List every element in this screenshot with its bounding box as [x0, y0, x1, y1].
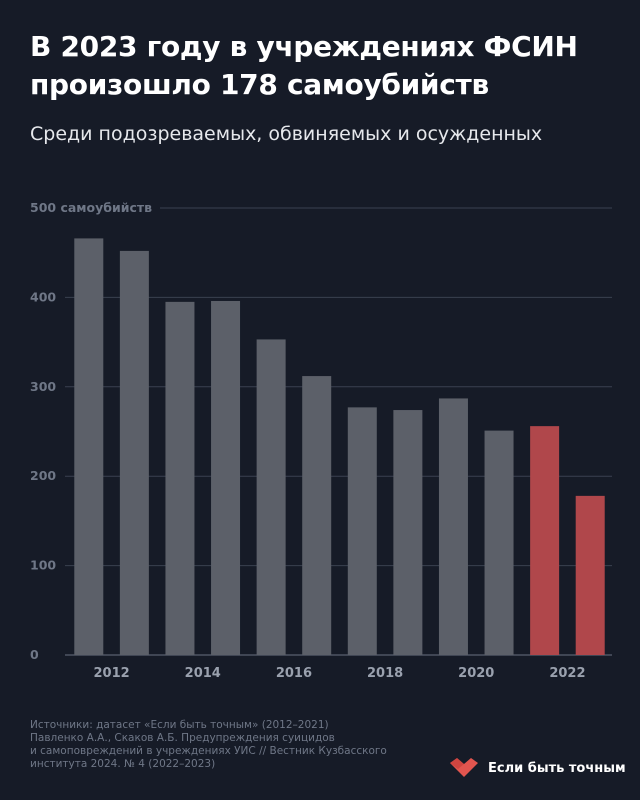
- sources-line-3: и самоповреждений в учреждениях УИС // В…: [30, 745, 387, 757]
- bar-2022: [530, 426, 560, 655]
- y-tick-label: 300: [30, 379, 56, 394]
- sources-note: Источники: датасет «Если быть точным» (2…: [30, 719, 430, 771]
- chart-subtitle: Среди подозреваемых, обвиняемых и осужде…: [30, 123, 543, 145]
- x-tick-label: 2016: [276, 666, 312, 681]
- y-tick-label: 500 самоубийств: [30, 200, 152, 215]
- bar-2021: [484, 430, 514, 655]
- bar-2012: [74, 238, 104, 655]
- bar-2016: [256, 339, 286, 655]
- y-tick-label: 200: [30, 468, 56, 483]
- bar-2013: [119, 250, 149, 656]
- heart-logo-icon: [450, 758, 478, 777]
- bar-2023: [575, 495, 605, 655]
- x-tick-label: 2014: [185, 666, 221, 681]
- bar-2019: [393, 410, 423, 655]
- x-tick-label: 2020: [458, 666, 494, 681]
- x-tick-label: 2012: [93, 666, 129, 681]
- x-tick-label: 2018: [367, 666, 403, 681]
- title-line-1: В 2023 году в учреждениях ФСИН: [30, 30, 578, 63]
- grid-lines: [65, 207, 612, 656]
- title-line-2: произошло 178 самоубийств: [30, 68, 489, 101]
- bars: [74, 238, 605, 656]
- brand-name: Если быть точным: [488, 760, 626, 776]
- y-tick-label: 100: [30, 558, 56, 573]
- sources-line-2: Павленко А.А., Скаков А.Б. Предупреждени…: [30, 732, 335, 744]
- sources-line-1: Источники: датасет «Если быть точным» (2…: [30, 719, 329, 731]
- x-tick-label: 2022: [549, 666, 585, 681]
- y-tick-label: 400: [30, 289, 56, 304]
- sources-line-4: института 2024. № 4 (2022–2023): [30, 758, 216, 770]
- bar-2015: [211, 300, 241, 655]
- tick-labels: 0 100 200 300 400 500 самоубийств 2012 2014 2016…: [30, 200, 586, 681]
- bar-chart: 0 100 200 300 400 500 самоубийств 2012 2014 2016…: [30, 200, 612, 681]
- chart-title: В 2023 году в учреждениях ФСИН произошло…: [30, 28, 620, 104]
- bar-2020: [438, 398, 468, 655]
- bar-2014: [165, 301, 195, 655]
- brand[interactable]: Если быть точным: [448, 757, 626, 779]
- y-tick-label: 0: [30, 647, 39, 662]
- bar-2017: [302, 376, 332, 655]
- bar-2018: [347, 407, 377, 655]
